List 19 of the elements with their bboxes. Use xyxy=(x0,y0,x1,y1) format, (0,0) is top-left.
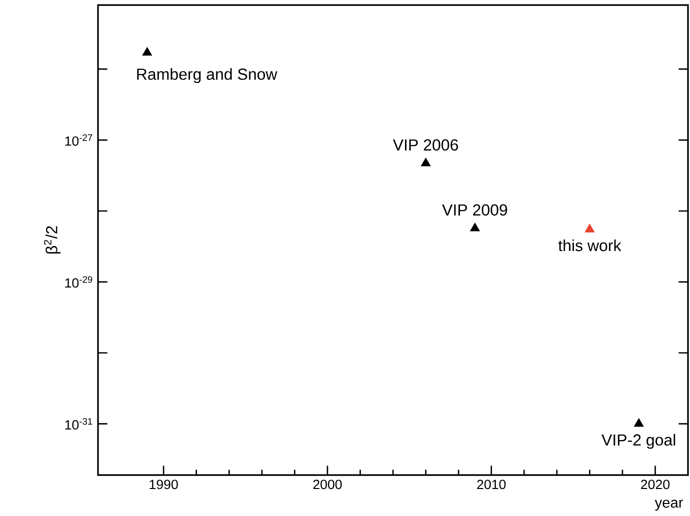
series-label: VIP 2009 xyxy=(442,204,508,216)
y-tick-label: 10$^{-31}$ xyxy=(65,418,92,430)
point xyxy=(142,47,152,56)
series-label: VIP-2 goal xyxy=(602,434,676,449)
x-tick-label: 2010 xyxy=(477,480,506,490)
point xyxy=(634,418,644,427)
series-label: VIP 2006 xyxy=(392,139,458,151)
series-label: this work xyxy=(558,239,622,252)
y-tick-label: 10$^{-27}$ xyxy=(65,134,92,146)
x-tick-label: 2020 xyxy=(641,480,670,490)
legend-label: Ramberg and Snow xyxy=(137,68,278,84)
x-tick-label: 2000 xyxy=(313,480,342,490)
point xyxy=(470,222,480,232)
y-axis-title: β$^{2}$/2 xyxy=(44,226,60,254)
x-tick-label: 1990 xyxy=(150,480,178,490)
point xyxy=(420,158,431,166)
point xyxy=(584,224,595,232)
y-tick-label: 10$^{-29}$ xyxy=(65,276,92,288)
x-axis-title: year xyxy=(654,500,684,511)
